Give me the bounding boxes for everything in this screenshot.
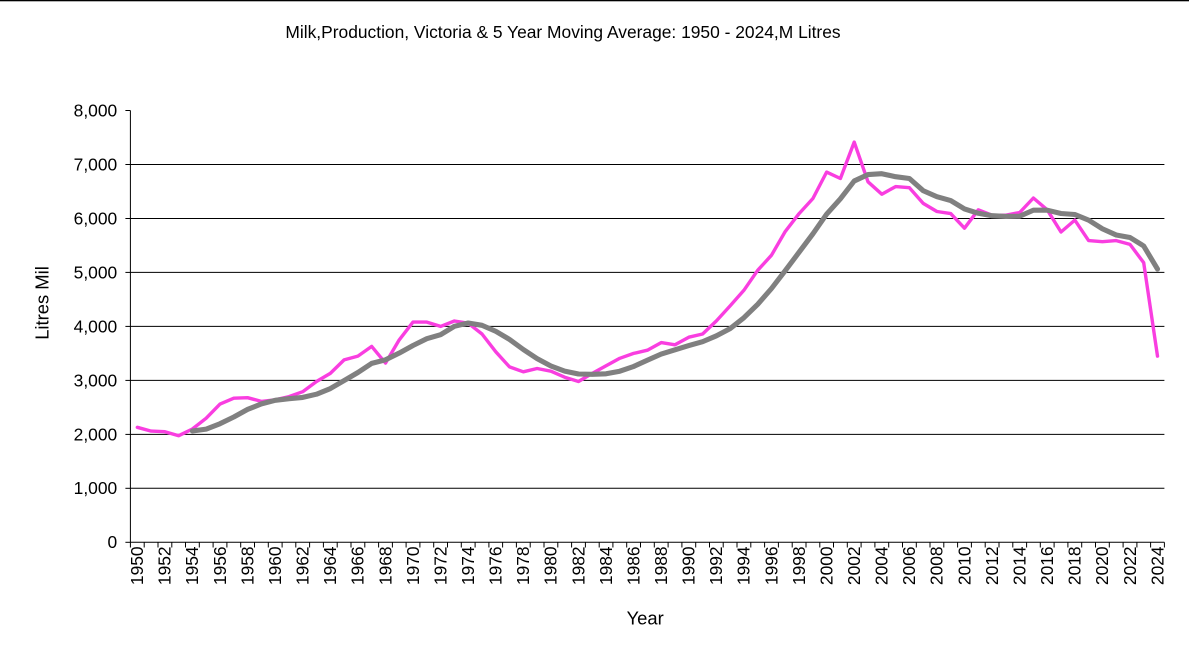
svg-text:0: 0 — [108, 532, 118, 552]
svg-text:2006: 2006 — [899, 546, 919, 585]
svg-text:Year: Year — [627, 608, 664, 629]
svg-text:2016: 2016 — [1037, 546, 1057, 585]
svg-text:1992: 1992 — [706, 546, 726, 585]
svg-text:2010: 2010 — [954, 546, 974, 585]
svg-text:7,000: 7,000 — [74, 154, 118, 174]
svg-text:1978: 1978 — [513, 546, 533, 585]
svg-text:5,000: 5,000 — [74, 262, 118, 282]
svg-text:1968: 1968 — [375, 546, 395, 585]
svg-text:2,000: 2,000 — [74, 424, 118, 444]
svg-text:8,000: 8,000 — [74, 100, 118, 120]
svg-text:1976: 1976 — [486, 546, 506, 585]
svg-text:1972: 1972 — [430, 546, 450, 585]
svg-text:1964: 1964 — [320, 546, 340, 585]
svg-text:1996: 1996 — [761, 546, 781, 585]
svg-text:2008: 2008 — [927, 546, 947, 585]
svg-text:1958: 1958 — [237, 546, 257, 585]
svg-text:Milk,Production, Victoria & 5: Milk,Production, Victoria & 5 Year Movin… — [285, 22, 841, 42]
svg-text:2022: 2022 — [1120, 546, 1140, 585]
svg-text:2002: 2002 — [844, 546, 864, 585]
svg-text:2000: 2000 — [816, 546, 836, 585]
svg-text:2020: 2020 — [1092, 546, 1112, 585]
svg-text:1986: 1986 — [623, 546, 643, 585]
svg-text:2024: 2024 — [1147, 546, 1167, 585]
svg-text:2004: 2004 — [872, 546, 892, 585]
svg-text:2014: 2014 — [1010, 546, 1030, 585]
svg-text:2018: 2018 — [1065, 546, 1085, 585]
svg-text:1988: 1988 — [651, 546, 671, 585]
svg-text:1990: 1990 — [679, 546, 699, 585]
svg-text:1954: 1954 — [182, 546, 202, 585]
svg-text:1966: 1966 — [348, 546, 368, 585]
svg-text:2012: 2012 — [982, 546, 1002, 585]
svg-text:6,000: 6,000 — [74, 208, 118, 228]
svg-text:1982: 1982 — [568, 546, 588, 585]
svg-text:3,000: 3,000 — [74, 370, 118, 390]
svg-text:1950: 1950 — [127, 546, 147, 585]
svg-text:1960: 1960 — [265, 546, 285, 585]
svg-text:1970: 1970 — [403, 546, 423, 585]
svg-text:1,000: 1,000 — [74, 478, 118, 498]
svg-text:1962: 1962 — [293, 546, 313, 585]
svg-text:4,000: 4,000 — [74, 316, 118, 336]
svg-text:1956: 1956 — [210, 546, 230, 585]
svg-text:1980: 1980 — [541, 546, 561, 585]
svg-text:Litres Mil: Litres Mil — [32, 266, 53, 340]
svg-text:1984: 1984 — [596, 546, 616, 585]
svg-text:1974: 1974 — [458, 546, 478, 585]
svg-text:1998: 1998 — [789, 546, 809, 585]
svg-text:1952: 1952 — [155, 546, 175, 585]
svg-text:1994: 1994 — [734, 546, 754, 585]
